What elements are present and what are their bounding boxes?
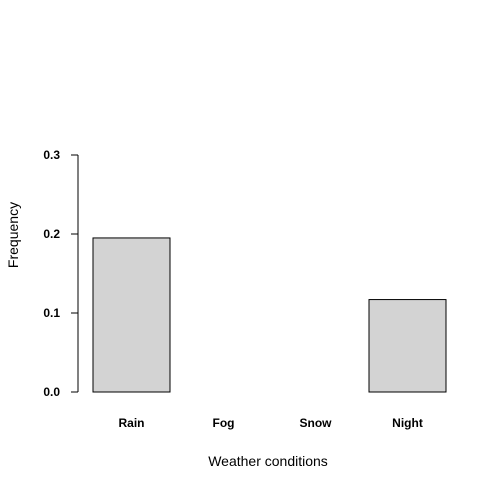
x-tick-label-snow: Snow xyxy=(300,416,333,430)
bar-night xyxy=(368,299,447,393)
y-axis-title: Frequency xyxy=(5,202,21,268)
x-axis-title: Weather conditions xyxy=(208,453,328,469)
x-tick-label-night: Night xyxy=(392,416,423,430)
y-tick-label: 0.0 xyxy=(43,385,60,399)
y-tick-label: 0.1 xyxy=(43,306,60,320)
bars-group xyxy=(92,237,447,393)
y-ticks-group: 0.0 0.1 0.2 0.3 xyxy=(43,148,78,399)
bar-rain xyxy=(92,237,171,393)
y-tick-label: 0.2 xyxy=(43,227,60,241)
x-tick-labels-group: Rain Fog Snow Night xyxy=(118,416,422,430)
x-tick-label-fog: Fog xyxy=(213,416,235,430)
y-axis: 0.0 0.1 0.2 0.3 xyxy=(43,148,79,399)
y-tick-label: 0.3 xyxy=(43,148,60,162)
x-tick-label-rain: Rain xyxy=(118,416,144,430)
